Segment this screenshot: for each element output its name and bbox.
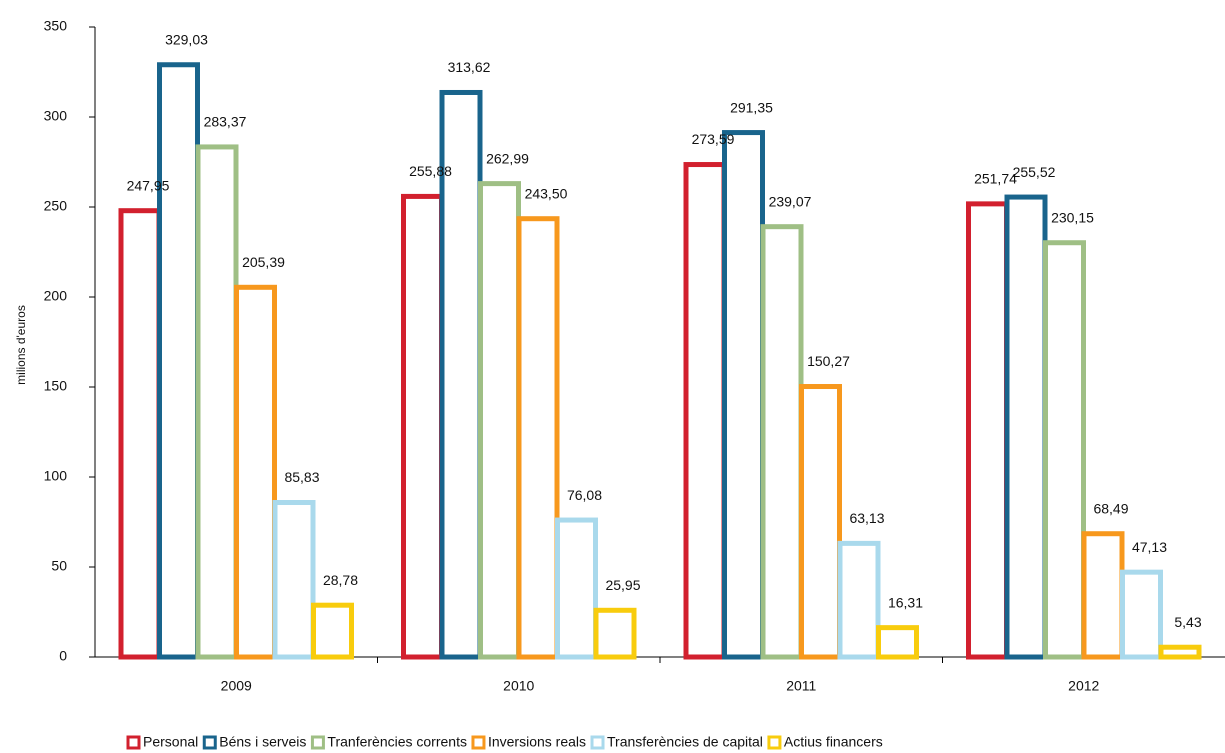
bar bbox=[516, 216, 560, 660]
bar bbox=[799, 384, 842, 660]
value-label: 313,62 bbox=[448, 59, 491, 75]
legend-swatch bbox=[202, 735, 217, 750]
value-label: 25,95 bbox=[605, 577, 640, 593]
legend-text: Béns i serveis bbox=[219, 734, 306, 750]
value-label: 5,43 bbox=[1174, 614, 1201, 630]
value-label: 255,52 bbox=[1013, 164, 1056, 180]
bar bbox=[1081, 531, 1125, 660]
value-label: 255,88 bbox=[409, 163, 452, 179]
x-tick-label: 2012 bbox=[1068, 678, 1099, 694]
legend-swatch bbox=[126, 735, 141, 750]
value-label: 239,07 bbox=[769, 193, 812, 209]
y-tick-label: 150 bbox=[44, 378, 68, 394]
value-label: 243,50 bbox=[525, 185, 568, 201]
legend-swatch bbox=[310, 735, 325, 750]
bar bbox=[876, 625, 919, 660]
bar bbox=[722, 130, 765, 660]
bar bbox=[683, 162, 727, 660]
bar bbox=[555, 517, 598, 660]
value-label: 16,31 bbox=[888, 594, 923, 610]
bar bbox=[195, 144, 239, 660]
bar bbox=[837, 540, 881, 660]
legend-swatch bbox=[471, 735, 486, 750]
y-tick-label: 250 bbox=[44, 198, 68, 214]
y-tick-label: 50 bbox=[51, 558, 67, 574]
value-label: 273,59 bbox=[692, 131, 735, 147]
value-label: 230,15 bbox=[1051, 209, 1094, 225]
bar bbox=[401, 193, 444, 660]
bar bbox=[1120, 569, 1163, 660]
y-tick-label: 0 bbox=[59, 648, 67, 664]
legend-text: Inversions reals bbox=[488, 734, 586, 750]
bar bbox=[966, 201, 1009, 660]
bar bbox=[1043, 240, 1086, 660]
legend-text: Actius financers bbox=[784, 734, 883, 750]
value-label: 283,37 bbox=[204, 114, 247, 130]
value-label: 28,78 bbox=[323, 572, 358, 588]
bar bbox=[118, 208, 162, 660]
bar bbox=[1158, 644, 1202, 660]
value-label: 150,27 bbox=[807, 353, 850, 369]
y-axis-label: milions d'euros bbox=[14, 305, 28, 385]
bar bbox=[311, 602, 354, 660]
x-tick-label: 2009 bbox=[221, 678, 252, 694]
bar bbox=[593, 607, 637, 660]
value-label: 68,49 bbox=[1093, 500, 1128, 516]
legend-text: Personal bbox=[143, 734, 198, 750]
legend-text: Tranferències corrents bbox=[327, 734, 467, 750]
bar bbox=[760, 224, 804, 660]
y-tick-label: 100 bbox=[44, 468, 68, 484]
y-tick-label: 300 bbox=[44, 108, 68, 124]
value-label: 247,95 bbox=[127, 177, 170, 193]
legend-text: Transferències de capital bbox=[607, 734, 763, 750]
value-label: 291,35 bbox=[730, 99, 773, 115]
bar bbox=[272, 500, 316, 660]
bar bbox=[234, 284, 277, 660]
value-label: 262,99 bbox=[486, 150, 529, 166]
value-label: 76,08 bbox=[567, 487, 602, 503]
x-tick-label: 2010 bbox=[503, 678, 534, 694]
value-label: 47,13 bbox=[1132, 539, 1167, 555]
value-label: 85,83 bbox=[284, 469, 319, 485]
value-label: 63,13 bbox=[849, 510, 884, 526]
x-tick-label: 2011 bbox=[786, 678, 816, 694]
value-label: 329,03 bbox=[165, 31, 208, 47]
value-label: 205,39 bbox=[242, 254, 285, 270]
legend-swatch bbox=[590, 735, 605, 750]
value-label: 251,74 bbox=[974, 171, 1017, 187]
bar bbox=[478, 181, 521, 660]
y-tick-label: 200 bbox=[44, 288, 68, 304]
legend-swatch bbox=[767, 735, 782, 750]
bar bbox=[157, 62, 200, 660]
bar bbox=[1004, 194, 1048, 660]
y-tick-label: 350 bbox=[44, 18, 68, 34]
